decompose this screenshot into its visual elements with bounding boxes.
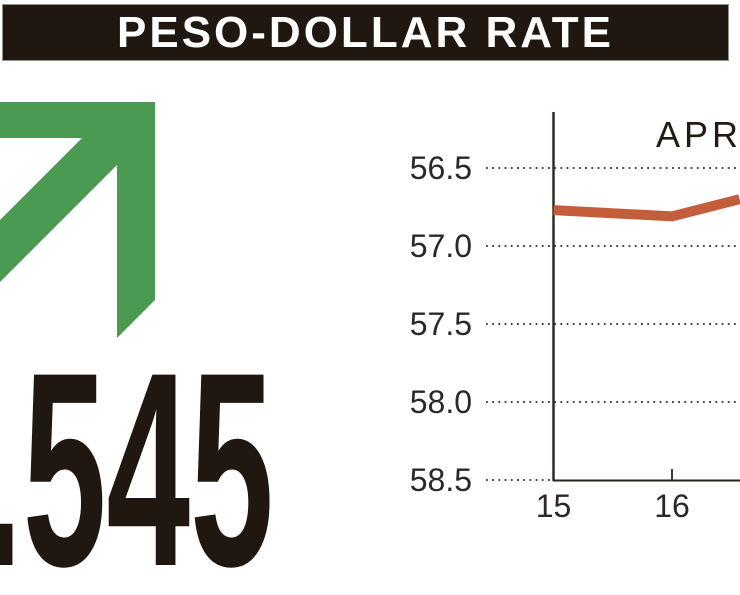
rate-value-text: .545 [0,340,274,595]
arrow-right-bar [117,102,155,338]
rate-value: .545 [0,340,274,595]
title-bar: PESO-DOLLAR RATE [2,4,729,61]
x-tick-label: 16 [654,488,690,524]
x-tick-label: 15 [536,488,572,524]
y-tick-label: 57.0 [410,228,472,264]
axis-labels: 56.5 57.0 57.5 58.0 58.5 15 16 [410,150,690,524]
y-tick-label: 56.5 [410,150,472,186]
arrow-shaft [0,103,117,282]
rate-chart: 56.5 57.0 57.5 58.0 58.5 15 16 APR [410,112,740,524]
month-label: APR [656,114,740,155]
up-arrow-icon [0,102,155,338]
y-tick-label: 58.0 [410,384,472,420]
page-title: PESO-DOLLAR RATE [117,7,614,57]
y-tick-label: 57.5 [410,306,472,342]
rate-line [553,194,740,222]
y-tick-label: 58.5 [410,462,472,498]
gridlines [486,167,740,481]
